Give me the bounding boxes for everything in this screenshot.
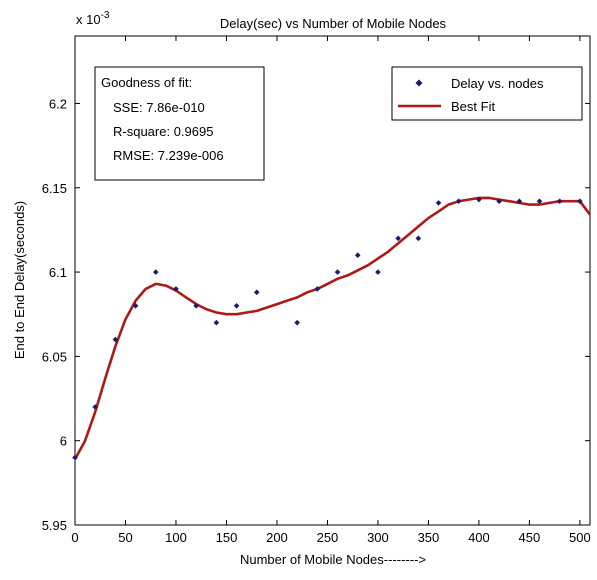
legend-entry-scatter: Delay vs. nodes <box>451 76 544 91</box>
data-point <box>253 289 260 296</box>
data-point <box>173 286 179 292</box>
best-fit-line <box>73 196 592 460</box>
data-point <box>415 235 422 242</box>
data-point <box>314 286 321 292</box>
data-point <box>395 235 401 242</box>
legend-frame <box>391 66 583 121</box>
data-points-group <box>72 196 583 461</box>
data-point <box>233 302 240 309</box>
data-point <box>577 198 583 205</box>
gof-rsquare: R-square: 0.9695 <box>113 124 213 139</box>
data-point <box>152 269 159 275</box>
data-point <box>72 454 78 461</box>
gof-sse: SSE: 7.86e-010 <box>113 100 205 115</box>
data-point <box>294 319 300 326</box>
y-tick-label: 5.95 <box>42 518 67 533</box>
data-point <box>455 198 462 205</box>
data-point <box>556 198 563 205</box>
x-tick-label: 450 <box>519 530 541 545</box>
x-tick-label: 0 <box>71 530 78 545</box>
legend-marker-scatter <box>415 79 423 87</box>
data-point <box>132 302 139 309</box>
data-point <box>354 252 361 259</box>
legend-entry-fit: Best Fit <box>451 99 495 114</box>
data-point <box>213 319 220 326</box>
data-point <box>193 302 199 309</box>
x-tick-label: 100 <box>165 530 187 545</box>
y-tick-label: 6.15 <box>42 181 67 196</box>
y-multiplier-base: x 10 <box>76 12 101 27</box>
x-tick-label: 500 <box>569 530 591 545</box>
y-tick-label: 6.05 <box>42 349 67 364</box>
x-tick-label: 400 <box>468 530 490 545</box>
data-point <box>476 196 482 203</box>
y-tick-label: 6.2 <box>49 96 67 111</box>
x-tick-label: 350 <box>418 530 440 545</box>
fit-line-group <box>73 196 592 460</box>
y-tick-label: 6.1 <box>49 265 67 280</box>
data-point <box>496 198 502 205</box>
x-tick-label: 200 <box>266 530 288 545</box>
data-point <box>435 200 442 206</box>
goodness-of-fit-frame <box>94 66 265 181</box>
y-multiplier-label: x 10-3 <box>76 10 110 27</box>
x-tick-label: 150 <box>216 530 238 545</box>
y-tick-label: 6 <box>60 434 67 449</box>
data-point <box>112 336 119 343</box>
ticks-group: 0 50 100 150 200 250 300 350 400 450 500 5.95 6 6.05 6… <box>42 36 591 545</box>
data-point <box>536 198 543 205</box>
legend: Delay vs. nodes Best Fit <box>391 66 583 121</box>
y-multiplier-exponent: -3 <box>101 10 110 21</box>
gof-rmse: RMSE: 7.239e-006 <box>113 148 224 163</box>
x-tick-label: 300 <box>367 530 389 545</box>
y-axis-label: End to End Delay(seconds) <box>12 201 27 359</box>
data-point <box>334 269 341 275</box>
chart-title: Delay(sec) vs Number of Mobile Nodes <box>220 16 447 31</box>
goodness-of-fit-heading: Goodness of fit: <box>101 75 192 90</box>
data-point <box>516 198 523 205</box>
data-point <box>375 269 381 275</box>
x-tick-label: 250 <box>317 530 339 545</box>
x-axis-label: Number of Mobile Nodes--------> <box>240 552 426 567</box>
x-tick-label: 50 <box>118 530 132 545</box>
goodness-of-fit-box: Goodness of fit: SSE: 7.86e-010 R-square… <box>94 66 265 181</box>
data-point <box>92 404 98 410</box>
